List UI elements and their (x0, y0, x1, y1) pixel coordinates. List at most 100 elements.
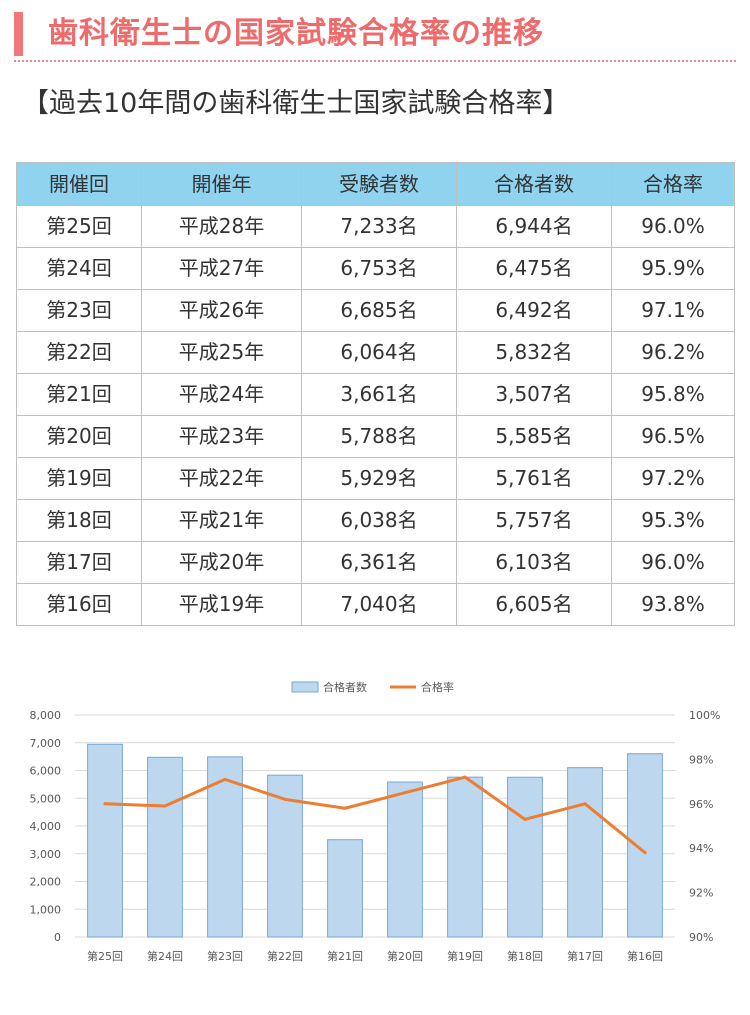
cell-year: 平成21年 (141, 499, 302, 542)
cell-year: 平成28年 (141, 205, 302, 248)
bar (207, 756, 243, 938)
cell-year: 平成26年 (141, 289, 302, 332)
left-axis-tick-label: 0 (54, 931, 61, 944)
right-axis-tick-label: 90% (689, 931, 713, 944)
cell-passers: 5,832名 (456, 331, 612, 374)
pass-rate-table: 開催回 開催年 受験者数 合格者数 合格率 第25回 平成28年 7,233名 6,9… (16, 162, 735, 626)
cell-year: 平成23年 (141, 415, 302, 458)
rate-line-path (103, 775, 647, 855)
rate-point (523, 817, 527, 821)
cell-pass-rate: 96.0% (611, 205, 735, 248)
cell-examinees: 6,038名 (301, 499, 457, 542)
cell-passers: 6,605名 (456, 583, 612, 626)
legend-label-line: 合格率 (421, 680, 454, 694)
cell-passers: 5,761名 (456, 457, 612, 500)
cell-year: 平成25年 (141, 331, 302, 374)
table-row: 第16回 平成19年 7,040名 6,605名 93.8% (16, 583, 735, 626)
cell-session: 第23回 (16, 289, 142, 332)
rate-line (103, 775, 647, 855)
x-axis-tick-label: 第22回 (267, 949, 303, 963)
cell-year: 平成19年 (141, 583, 302, 626)
cell-session: 第25回 (16, 205, 142, 248)
table-row: 第18回 平成21年 6,038名 5,757名 95.3% (16, 499, 735, 542)
chart-svg: 0 1,000 2,000 3,000 4,000 5,000 6,000 7,000 8,00… (30, 680, 721, 963)
cell-passers: 5,757名 (456, 499, 612, 542)
cell-passers: 6,492名 (456, 289, 612, 332)
rate-point (103, 802, 107, 806)
page-heading: 歯科衛生士の国家試験合格率の推移 (14, 8, 736, 62)
x-axis-tick-label: 第19回 (447, 949, 483, 963)
heading-accent-bar (14, 12, 23, 56)
bar (507, 776, 543, 938)
cell-examinees: 5,788名 (301, 415, 457, 458)
right-axis-tick-label: 98% (689, 753, 713, 766)
left-axis-tick-label: 4,000 (30, 820, 62, 833)
x-axis-tick-label: 第18回 (507, 949, 543, 963)
cell-passers: 3,507名 (456, 373, 612, 416)
rate-point (223, 777, 227, 781)
rate-point (283, 797, 287, 801)
header-pass-rate: 合格率 (611, 162, 735, 206)
cell-pass-rate: 95.8% (611, 373, 735, 416)
left-axis-tick-label: 6,000 (30, 765, 62, 778)
legend: 合格者数 合格率 (291, 680, 454, 694)
cell-pass-rate: 96.0% (611, 541, 735, 584)
rate-point (163, 804, 167, 808)
cell-examinees: 6,685名 (301, 289, 457, 332)
bar (627, 753, 663, 938)
cell-year: 平成22年 (141, 457, 302, 500)
bar (567, 767, 603, 938)
cell-examinees: 6,753名 (301, 247, 457, 290)
x-axis-tick-label: 第20回 (387, 949, 423, 963)
x-axis-tick-label: 第17回 (567, 949, 603, 963)
table-row: 第17回 平成20年 6,361名 6,103名 96.0% (16, 541, 735, 584)
table-row: 第21回 平成24年 3,661名 3,507名 95.8% (16, 373, 735, 416)
cell-examinees: 6,361名 (301, 541, 457, 584)
cell-passers: 6,103名 (456, 541, 612, 584)
left-axis-tick-label: 8,000 (30, 709, 62, 722)
header-session: 開催回 (16, 162, 142, 206)
x-axis-tick-label: 第23回 (207, 949, 243, 963)
cell-pass-rate: 95.9% (611, 247, 735, 290)
cell-examinees: 5,929名 (301, 457, 457, 500)
cell-pass-rate: 96.5% (611, 415, 735, 458)
x-axis-tick-label: 第21回 (327, 949, 363, 963)
table-row: 第23回 平成26年 6,685名 6,492名 97.1% (16, 289, 735, 332)
left-axis-tick-label: 5,000 (30, 792, 62, 805)
bar (147, 756, 183, 938)
cell-session: 第17回 (16, 541, 142, 584)
table-row: 第25回 平成28年 7,233名 6,944名 96.0% (16, 205, 735, 248)
rate-point (643, 851, 647, 855)
legend-label-bars: 合格者数 (323, 680, 367, 694)
bar (387, 781, 423, 938)
rate-point (583, 802, 587, 806)
bar (447, 776, 483, 938)
cell-pass-rate: 95.3% (611, 499, 735, 542)
cell-session: 第18回 (16, 499, 142, 542)
cell-session: 第21回 (16, 373, 142, 416)
right-axis-tick-label: 92% (689, 887, 713, 900)
bars (87, 743, 663, 938)
right-axis-tick-label: 100% (689, 709, 720, 722)
header-passers: 合格者数 (456, 162, 612, 206)
header-examinees: 受験者数 (301, 162, 457, 206)
legend-swatch-bars (291, 681, 319, 693)
cell-pass-rate: 96.2% (611, 331, 735, 374)
rate-point (343, 806, 347, 810)
right-axis-tick-label: 96% (689, 798, 713, 811)
cell-session: 第19回 (16, 457, 142, 500)
table-row: 第19回 平成22年 5,929名 5,761名 97.2% (16, 457, 735, 500)
cell-examinees: 6,064名 (301, 331, 457, 374)
axes: 0 1,000 2,000 3,000 4,000 5,000 6,000 7,000 8,00… (30, 709, 721, 963)
bar (87, 743, 123, 938)
table-title: 【過去10年間の歯科衛生士国家試験合格率】 (22, 88, 570, 119)
x-axis-tick-label: 第24回 (147, 949, 183, 963)
right-axis-tick-label: 94% (689, 842, 713, 855)
rate-point (463, 775, 467, 779)
cell-session: 第24回 (16, 247, 142, 290)
combo-chart: 0 1,000 2,000 3,000 4,000 5,000 6,000 7,000 8,00… (0, 668, 750, 1011)
cell-passers: 6,944名 (456, 205, 612, 248)
left-axis-tick-label: 7,000 (30, 737, 62, 750)
table-row: 第24回 平成27年 6,753名 6,475名 95.9% (16, 247, 735, 290)
cell-session: 第22回 (16, 331, 142, 374)
